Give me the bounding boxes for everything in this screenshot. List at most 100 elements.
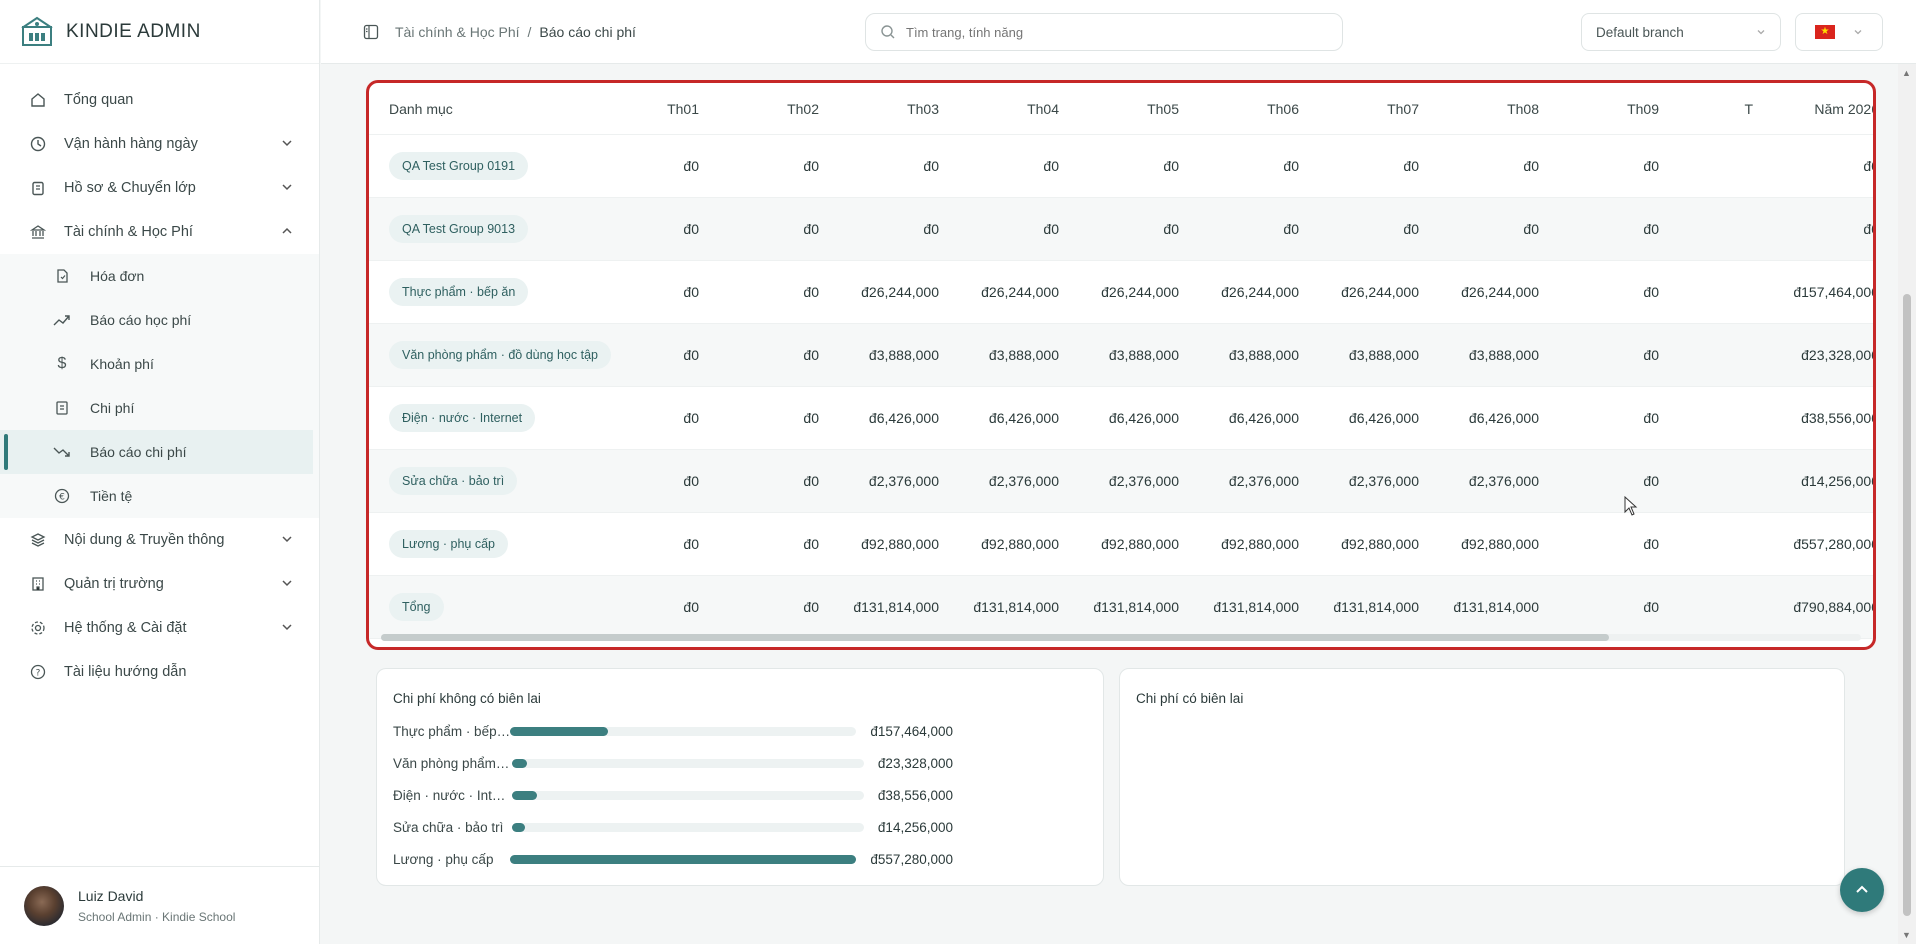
dollar-icon: $ xyxy=(57,355,67,372)
value-cell: đ2,376,000 xyxy=(988,473,1059,489)
value-cell: đ131,814,000 xyxy=(853,599,939,615)
search-input[interactable] xyxy=(906,24,1326,40)
value-cell: đ0 xyxy=(1643,410,1659,426)
user-profile[interactable]: Luiz David School Admin · Kindie School xyxy=(0,866,320,944)
help-icon: ? xyxy=(28,662,48,682)
nav-item-docs[interactable]: ? Tài liệu hướng dẫn xyxy=(0,650,319,694)
nav-item-school-admin[interactable]: Quản trị trường xyxy=(0,562,319,606)
value-cell: đ0 xyxy=(803,158,819,174)
branch-select[interactable]: Default branch xyxy=(1581,13,1781,51)
nav-item-content[interactable]: Nội dung & Truyền thông xyxy=(0,518,319,562)
value-cell: đ92,880,000 xyxy=(861,536,939,552)
brand[interactable]: KINDIE ADMIN xyxy=(0,0,319,64)
nav-label: Nội dung & Truyền thông xyxy=(64,532,225,548)
col-header: Th01 xyxy=(667,100,699,117)
bar-fill xyxy=(510,854,857,864)
category-cell: Thực phẩm · bếp ăn xyxy=(369,278,619,306)
sidebar-item-fees[interactable]: $ Khoản phí xyxy=(0,342,319,386)
value-cell: đ0 xyxy=(803,284,819,300)
value-cell: đ131,814,000 xyxy=(1093,599,1179,615)
horizontal-scrollbar[interactable] xyxy=(381,634,1861,641)
bar-row: Thực phẩm · bếp ăn đ157,464,000 xyxy=(393,721,953,741)
table-header: Danh mục Th01 Th02 Th03 Th04 Th05 Th06 T… xyxy=(369,83,1873,135)
bar-row: Sửa chữa · bảo trì đ14,256,000 xyxy=(393,817,953,837)
category-chip[interactable]: Sửa chữa · bảo trì xyxy=(389,467,518,495)
chevron-down-icon[interactable] xyxy=(281,621,295,635)
value-cell: đ26,244,000 xyxy=(981,284,1059,300)
table-body: QA Test Group 0191 đ0 đ0 đ0 đ0 đ0 đ0 đ0 đ0 đ0 đ0 QA… xyxy=(369,135,1873,639)
search-box[interactable] xyxy=(865,13,1343,51)
scroll-down-icon[interactable]: ▼ xyxy=(1902,930,1911,940)
bar-row: Điện · nước · Internet đ38,556,000 xyxy=(393,785,953,805)
chevron-down-icon[interactable] xyxy=(281,137,295,151)
category-chip[interactable]: Văn phòng phẩm · đồ dùng học tập xyxy=(389,341,611,369)
value-cell: đ0 xyxy=(683,221,699,237)
category-cell: Tổng xyxy=(369,593,619,621)
chevron-down-icon[interactable] xyxy=(281,181,295,195)
scroll-up-icon[interactable]: ▲ xyxy=(1902,68,1911,78)
value-cell: đ0 xyxy=(683,410,699,426)
category-chip[interactable]: Điện · nước · Internet xyxy=(389,404,536,432)
value-cell: đ26,244,000 xyxy=(1461,284,1539,300)
nav-item-daily-ops[interactable]: Vận hành hàng ngày xyxy=(0,122,319,166)
breadcrumb-separator: / xyxy=(527,24,532,40)
category-cell: QA Test Group 9013 xyxy=(369,215,619,243)
nav-label: Hồ sơ & Chuyển lớp xyxy=(64,180,196,196)
school-logo-icon xyxy=(21,16,53,46)
chevron-down-icon[interactable] xyxy=(281,533,295,547)
value-cell: đ0 xyxy=(1283,158,1299,174)
table-row: QA Test Group 0191 đ0 đ0 đ0 đ0 đ0 đ0 đ0 đ0 đ0 đ0 xyxy=(369,135,1873,198)
language-select[interactable]: ★ xyxy=(1795,13,1883,51)
no-receipt-card: Chi phí không có biên lai Thực phẩm · bế… xyxy=(376,668,1104,886)
vertical-scrollbar[interactable]: ▲ ▼ xyxy=(1898,64,1916,944)
chevron-up-icon[interactable] xyxy=(281,225,295,239)
category-chip[interactable]: QA Test Group 0191 xyxy=(389,152,529,180)
scrollbar-thumb[interactable] xyxy=(381,634,1610,641)
category-chip[interactable]: Tổng xyxy=(389,593,444,621)
nav-label: Quản trị trường xyxy=(64,576,164,592)
value-cell: đ92,880,000 xyxy=(1221,536,1299,552)
invoice-icon xyxy=(52,266,72,286)
value-cell: đ0 xyxy=(1643,473,1659,489)
category-cell: Sửa chữa · bảo trì xyxy=(369,467,619,495)
value-cell: đ0 xyxy=(1643,158,1659,174)
bank-icon xyxy=(28,222,48,242)
sidebar-item-tuition-report[interactable]: Báo cáo học phí xyxy=(0,298,319,342)
sidebar-item-currency[interactable]: € Tiền tệ xyxy=(0,474,319,518)
nav-item-records[interactable]: Hồ sơ & Chuyển lớp xyxy=(0,166,319,210)
scroll-to-top-button[interactable] xyxy=(1840,868,1884,912)
bar-fill xyxy=(512,822,525,832)
value-cell: đ0 xyxy=(803,536,819,552)
search-icon xyxy=(881,25,895,39)
chevron-down-icon[interactable] xyxy=(281,577,295,591)
category-cell: Văn phòng phẩm · đồ dùng học tập xyxy=(369,341,619,369)
nav-item-finance[interactable]: Tài chính & Học Phí xyxy=(0,210,319,254)
col-header: Th07 xyxy=(1387,100,1419,117)
value-cell: đ3,888,000 xyxy=(868,347,939,363)
nav-item-settings[interactable]: Hệ thống & Cài đặt xyxy=(0,606,319,650)
value-cell: đ0 xyxy=(1403,158,1419,174)
category-chip[interactable]: Thực phẩm · bếp ăn xyxy=(389,278,529,306)
main-nav: Tổng quan Vận hành hàng ngày Hồ sơ & Chu… xyxy=(0,64,319,694)
category-chip[interactable]: QA Test Group 9013 xyxy=(389,215,529,243)
category-chip[interactable]: Lương · phụ cấp xyxy=(389,530,509,558)
sidebar-item-expenses[interactable]: Chi phí xyxy=(0,386,319,430)
value-cell: đ3,888,000 xyxy=(988,347,1059,363)
value-cell: đ26,244,000 xyxy=(861,284,939,300)
col-header: Th09 xyxy=(1627,100,1659,117)
sidebar-toggle-icon[interactable] xyxy=(363,24,379,40)
breadcrumb-parent[interactable]: Tài chính & Học Phí xyxy=(395,24,520,40)
sidebar-item-invoices[interactable]: Hóa đơn xyxy=(0,254,319,298)
user-role: School Admin · Kindie School xyxy=(78,909,236,924)
scrollbar-thumb[interactable] xyxy=(1903,294,1911,916)
bar-value: đ38,556,000 xyxy=(877,787,953,803)
col-header: Th03 xyxy=(907,100,939,117)
nav-item-overview[interactable]: Tổng quan xyxy=(0,78,319,122)
table-row: Thực phẩm · bếp ăn đ0 đ0 đ26,244,000 đ26,244… xyxy=(369,261,1873,324)
sidebar-item-expense-report[interactable]: Báo cáo chi phí xyxy=(0,430,313,474)
bar-track xyxy=(512,790,864,800)
home-icon xyxy=(28,90,48,110)
layers-icon xyxy=(28,530,48,550)
year-total-cell: đ0 xyxy=(1863,158,1873,174)
bar-track xyxy=(512,822,864,832)
